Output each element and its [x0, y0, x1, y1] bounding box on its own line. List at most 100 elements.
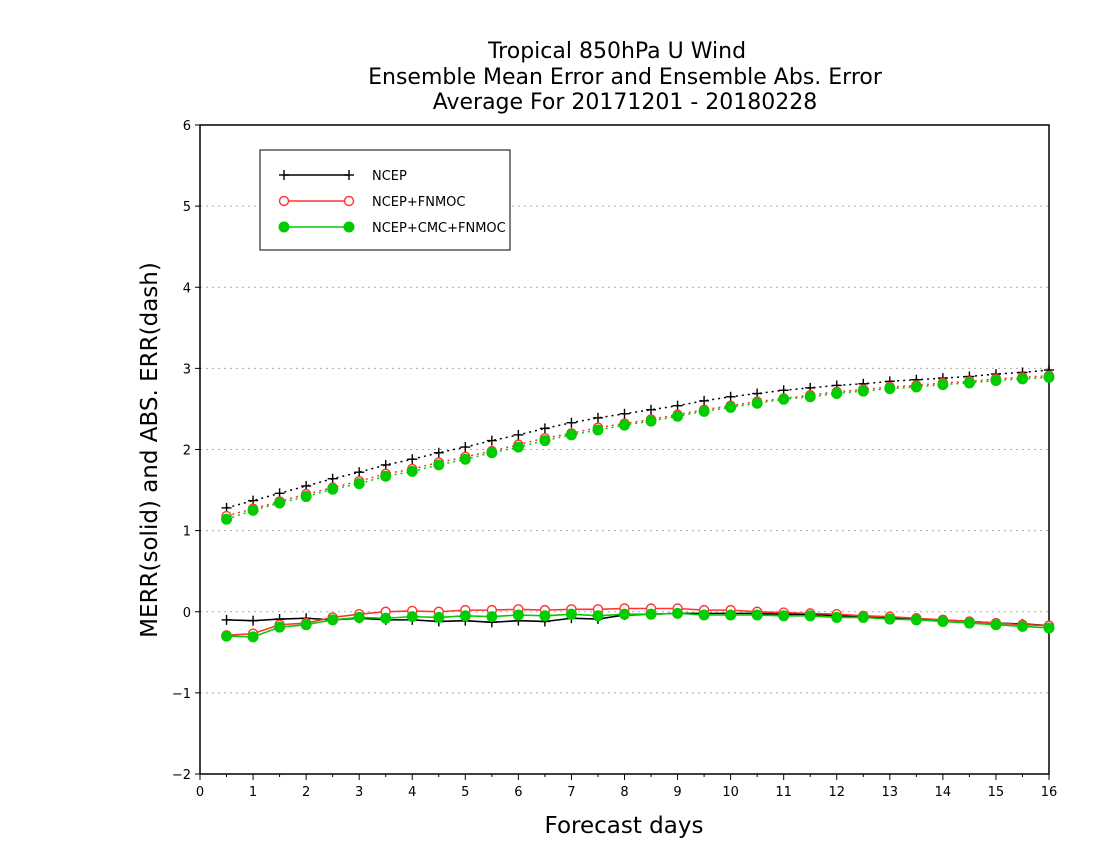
data-point-filled-circle — [831, 611, 843, 623]
data-point-plus — [460, 442, 471, 453]
y-tick-label: 0 — [183, 606, 191, 621]
legend-entry-ncep: NCEP — [279, 169, 407, 184]
y-tick-label: 3 — [183, 362, 191, 377]
y-tick-label: 1 — [183, 525, 191, 540]
legend-label: NCEP — [372, 169, 407, 184]
merr-line-ncep-cmc-fnmoc — [226, 612, 1050, 638]
data-point-filled-circle — [406, 611, 418, 623]
abs-err-line-ncep — [226, 369, 1050, 509]
data-point-filled-circle — [247, 631, 259, 643]
data-point-filled-circle — [725, 401, 737, 413]
data-point-filled-circle — [512, 609, 524, 621]
data-point-filled-circle — [512, 441, 524, 453]
data-point-filled-circle — [592, 424, 604, 436]
data-point-filled-circle — [406, 465, 418, 477]
data-point-plus — [566, 417, 577, 428]
x-tick-label: 3 — [355, 785, 363, 800]
data-point-filled-circle — [1043, 622, 1055, 634]
data-point-plus — [327, 473, 338, 484]
x-tick-label: 10 — [722, 785, 739, 800]
x-tick-label: 9 — [673, 785, 681, 800]
data-point-plus — [646, 404, 657, 415]
data-point-filled-circle — [672, 410, 684, 422]
data-point-plus — [344, 170, 354, 180]
data-point-filled-circle — [937, 615, 949, 627]
data-point-filled-circle — [592, 610, 604, 622]
data-point-plus — [248, 615, 259, 626]
data-point-filled-circle — [274, 497, 286, 509]
legend-label: NCEP+FNMOC — [372, 195, 465, 210]
y-tick-label: −1 — [172, 687, 191, 702]
data-point-filled-circle — [910, 614, 922, 626]
data-point-filled-circle — [672, 607, 684, 619]
legend: NCEP NCEP+FNMOC NCEP+CMC+FNMOC — [259, 149, 511, 251]
data-point-plus — [279, 170, 289, 180]
y-tick-label: −2 — [172, 768, 191, 783]
data-point-plus — [592, 412, 603, 423]
data-point-filled-circle — [857, 385, 869, 397]
data-point-filled-circle — [645, 415, 657, 427]
data-point-open-circle — [278, 195, 290, 207]
data-point-filled-circle — [884, 613, 896, 625]
data-point-filled-circle — [963, 377, 975, 389]
data-point-filled-circle — [343, 221, 355, 233]
data-point-filled-circle — [698, 405, 710, 417]
data-point-plus — [486, 435, 497, 446]
series-ncep-cmc-fnmoc — [221, 371, 1055, 643]
x-tick-label: 11 — [775, 785, 792, 800]
data-point-filled-circle — [300, 491, 312, 503]
data-point-filled-circle — [327, 614, 339, 626]
data-point-filled-circle — [565, 429, 577, 441]
data-point-filled-circle — [433, 459, 445, 471]
data-point-filled-circle — [725, 609, 737, 621]
data-point-filled-circle — [963, 617, 975, 629]
data-point-filled-circle — [751, 397, 763, 409]
legend-box — [259, 149, 511, 251]
data-point-filled-circle — [884, 383, 896, 395]
data-point-filled-circle — [751, 609, 763, 621]
data-point-filled-circle — [778, 393, 790, 405]
data-point-filled-circle — [937, 379, 949, 391]
data-point-filled-circle — [698, 609, 710, 621]
abs-err-line-ncep-fnmoc — [226, 374, 1050, 517]
data-point-filled-circle — [645, 608, 657, 620]
data-point-plus — [354, 467, 365, 478]
data-point-filled-circle — [1043, 371, 1055, 383]
data-point-filled-circle — [539, 610, 551, 622]
data-point-filled-circle — [274, 621, 286, 633]
data-point-filled-circle — [857, 611, 869, 623]
x-tick-label: 4 — [408, 785, 416, 800]
data-point-filled-circle — [778, 610, 790, 622]
series-ncep-fnmoc — [221, 370, 1055, 641]
data-point-filled-circle — [804, 391, 816, 403]
data-point-plus — [725, 391, 736, 402]
series-ncep — [221, 364, 1054, 631]
data-point-filled-circle — [278, 221, 290, 233]
data-point-filled-circle — [221, 630, 233, 642]
x-tick-label: 7 — [567, 785, 575, 800]
data-point-plus — [221, 614, 232, 625]
x-tick-label: 2 — [302, 785, 310, 800]
data-point-filled-circle — [300, 619, 312, 631]
data-point-filled-circle — [990, 375, 1002, 387]
data-point-filled-circle — [1016, 620, 1028, 632]
x-tick-label: 16 — [1041, 785, 1058, 800]
data-point-filled-circle — [221, 513, 233, 525]
legend-entry-ncep-fnmoc: NCEP+FNMOC — [278, 195, 465, 210]
x-tick-label: 15 — [988, 785, 1005, 800]
data-point-plus — [672, 400, 683, 411]
y-axis-label: MERR(solid) and ABS. ERR(dash) — [137, 262, 163, 638]
y-tick-label: 4 — [183, 281, 191, 296]
data-point-filled-circle — [353, 611, 365, 623]
data-point-filled-circle — [353, 478, 365, 490]
data-point-filled-circle — [380, 470, 392, 482]
data-point-filled-circle — [380, 612, 392, 624]
data-point-filled-circle — [1016, 373, 1028, 385]
data-point-filled-circle — [619, 419, 630, 431]
data-point-filled-circle — [539, 435, 551, 447]
data-point-open-circle — [343, 195, 355, 207]
series-layer — [221, 364, 1055, 643]
x-axis-label: Forecast days — [545, 813, 704, 839]
